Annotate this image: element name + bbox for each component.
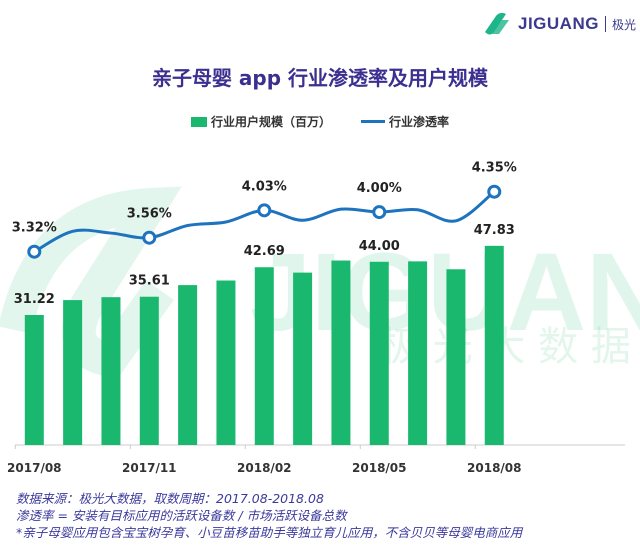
bar [139, 296, 159, 445]
bar-data-label: 47.83 [474, 223, 515, 238]
x-tick-label: 2018/08 [467, 461, 521, 475]
bar [331, 260, 351, 445]
bar-data-label: 31.22 [14, 292, 55, 307]
x-tick-label: 2017/08 [7, 461, 61, 475]
legend-item-users: 行业用户规模（百万） [190, 113, 331, 130]
bar-data-label: 42.69 [244, 244, 285, 259]
note-definition: 渗透率 = 安装有目标应用的活跃设备数 / 市场活跃设备总数 [16, 508, 347, 523]
bar [178, 285, 198, 445]
bar-data-label: 35.61 [129, 274, 170, 289]
divider [604, 16, 606, 32]
x-tick-label: 2017/11 [122, 461, 176, 475]
line-data-label: 4.00% [357, 181, 402, 196]
bar [63, 300, 83, 445]
legend-swatch-bar [190, 116, 207, 127]
legend: 行业用户规模（百万） 行业渗透率 [0, 113, 640, 130]
jiguang-logo: JIGUANG 极光 [482, 10, 636, 38]
legend-label: 行业用户规模（百万） [210, 115, 331, 129]
watermark-text: JIGUANG [250, 231, 640, 354]
line-marker [142, 230, 157, 245]
line-data-label: 4.03% [242, 179, 287, 194]
legend-label: 行业渗透率 [389, 115, 450, 129]
bar [484, 245, 504, 445]
chart-title: 亲子母婴 app 行业渗透率及用户规模 [151, 66, 489, 90]
bar-data-label: 44.00 [359, 239, 400, 254]
bar [24, 314, 44, 445]
legend-item-penetration: 行业渗透率 [361, 113, 449, 130]
bar [369, 261, 389, 445]
line-marker [257, 203, 272, 218]
line-marker [372, 205, 387, 220]
bar [101, 297, 121, 445]
note-source: 数据来源：极光大数据，取数周期：2017.08-2018.08 [16, 491, 324, 506]
line-data-label: 3.32% [12, 221, 57, 236]
legend-swatch-line [361, 120, 385, 123]
line-marker [27, 244, 42, 259]
brand-name-cn: 极光 [611, 17, 636, 32]
bar [254, 267, 274, 445]
x-tick-label: 2018/02 [237, 461, 291, 475]
bar [446, 269, 466, 445]
line-data-label: 3.56% [127, 207, 172, 222]
x-tick-label: 2018/05 [352, 461, 406, 475]
bar [408, 261, 428, 445]
watermark-logo [0, 186, 182, 379]
footnotes: 数据来源：极光大数据，取数周期：2017.08-2018.08 渗透率 = 安装… [16, 490, 522, 541]
bar [216, 280, 236, 445]
logo-icon [485, 12, 509, 35]
bar [293, 272, 313, 445]
brand-name: JIGUANG [518, 14, 599, 33]
line-data-label: 4.35% [472, 161, 517, 176]
note-scope: *亲子母婴应用包含宝宝树孕育、小豆苗移苗助手等独立育儿应用，不含贝贝等母婴电商应… [16, 525, 523, 540]
line-marker [487, 184, 502, 199]
